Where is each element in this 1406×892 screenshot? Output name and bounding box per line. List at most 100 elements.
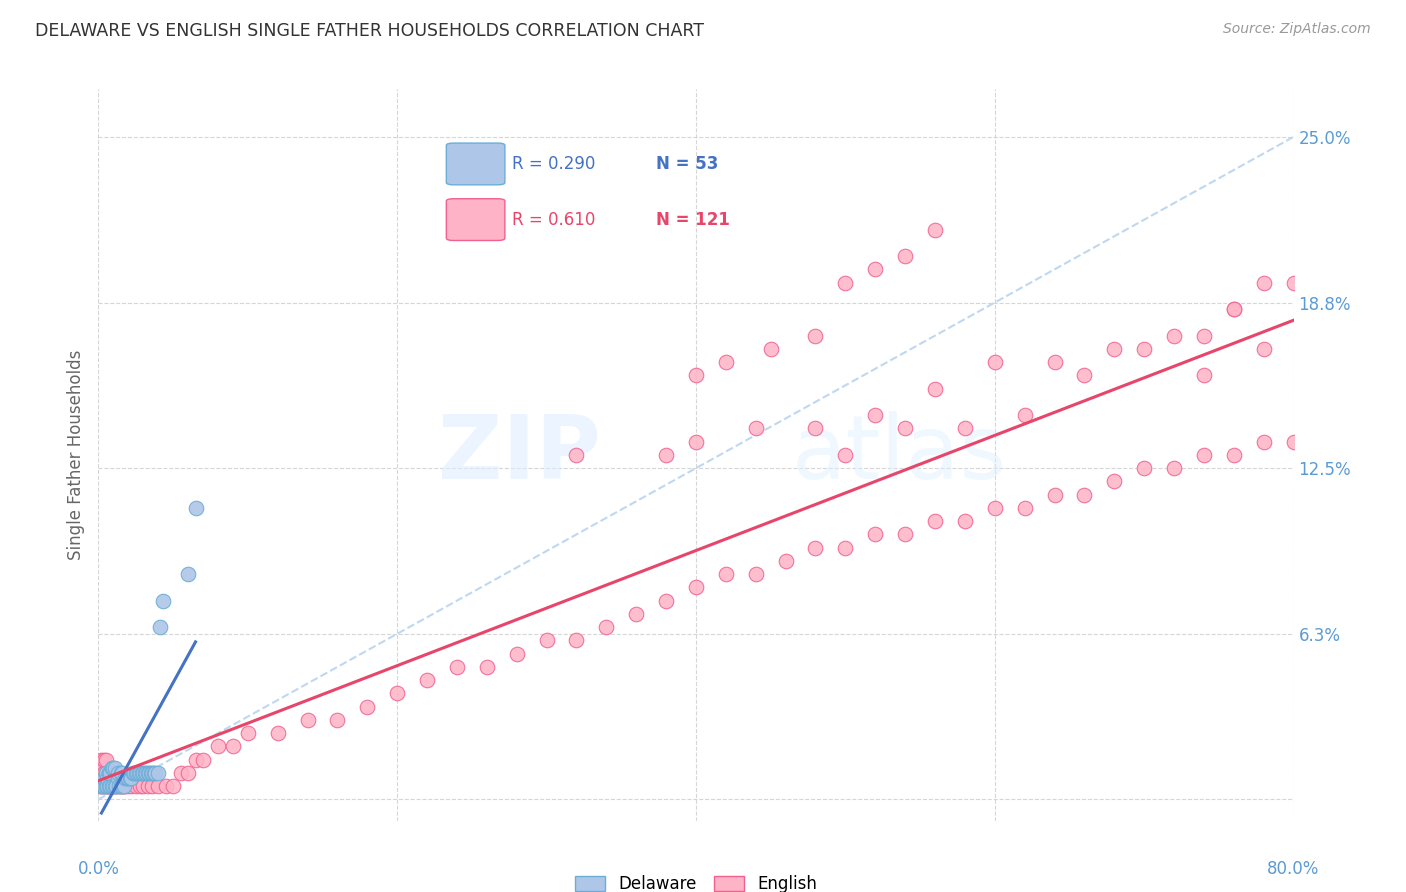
Point [1163, 461, 1185, 475]
Point [124, 766, 146, 780]
Point [1223, 448, 1246, 462]
Point [90, 753, 112, 767]
Point [127, 766, 149, 780]
Point [1073, 488, 1095, 502]
Point [152, 593, 174, 607]
Point [834, 276, 856, 290]
Text: 0.0%: 0.0% [77, 861, 120, 879]
Point [177, 766, 200, 780]
Point [101, 779, 124, 793]
Point [565, 448, 588, 462]
Point [953, 514, 976, 528]
Point [685, 434, 707, 449]
Point [685, 368, 707, 383]
Point [91, 771, 114, 785]
Text: ZIP: ZIP [437, 411, 600, 499]
Point [129, 766, 152, 780]
Text: Source: ZipAtlas.com: Source: ZipAtlas.com [1223, 22, 1371, 37]
Point [139, 766, 162, 780]
Point [1312, 156, 1334, 170]
Point [129, 779, 152, 793]
Point [155, 779, 177, 793]
Point [121, 766, 143, 780]
Point [89, 779, 111, 793]
Point [94, 766, 117, 780]
Text: DELAWARE VS ENGLISH SINGLE FATHER HOUSEHOLDS CORRELATION CHART: DELAWARE VS ENGLISH SINGLE FATHER HOUSEH… [35, 22, 704, 40]
Point [1163, 328, 1185, 343]
Point [93, 779, 115, 793]
Point [90, 766, 112, 780]
Point [132, 766, 155, 780]
Point [775, 554, 797, 568]
Point [103, 761, 125, 775]
Point [93, 771, 115, 785]
Point [595, 620, 617, 634]
Point [100, 766, 122, 780]
Point [207, 739, 229, 754]
Point [416, 673, 439, 688]
Point [804, 328, 827, 343]
Point [536, 633, 558, 648]
Point [865, 527, 887, 541]
Point [97, 766, 120, 780]
Point [865, 408, 887, 422]
Point [924, 222, 946, 236]
Point [1357, 686, 1379, 700]
Point [924, 382, 946, 396]
Point [1253, 276, 1275, 290]
Point [108, 779, 131, 793]
Point [759, 342, 782, 356]
Point [110, 766, 132, 780]
Point [97, 766, 120, 780]
Point [132, 779, 155, 793]
Point [326, 713, 349, 727]
Point [114, 779, 136, 793]
Point [1043, 488, 1066, 502]
Point [138, 766, 160, 780]
Point [184, 753, 207, 767]
Point [446, 660, 468, 674]
Point [297, 713, 319, 727]
Point [834, 448, 856, 462]
Point [191, 753, 214, 767]
Point [565, 633, 588, 648]
Point [128, 766, 150, 780]
Point [745, 421, 768, 435]
Point [894, 421, 917, 435]
Point [984, 355, 1007, 369]
Point [356, 699, 378, 714]
Point [1223, 302, 1246, 317]
Point [184, 500, 207, 515]
Point [131, 766, 153, 780]
Point [93, 779, 115, 793]
Point [141, 766, 163, 780]
Legend: Delaware, English: Delaware, English [568, 869, 824, 892]
Point [222, 739, 245, 754]
Point [100, 766, 122, 780]
Point [94, 753, 117, 767]
Y-axis label: Single Father Households: Single Father Households [66, 350, 84, 560]
Point [655, 593, 678, 607]
Point [1192, 368, 1215, 383]
Point [94, 779, 117, 793]
Point [110, 779, 132, 793]
Point [385, 686, 409, 700]
Point [111, 766, 134, 780]
Text: 80.0%: 80.0% [1267, 861, 1320, 879]
Point [105, 779, 128, 793]
Point [148, 779, 170, 793]
Point [112, 779, 135, 793]
Point [1253, 434, 1275, 449]
Point [108, 779, 131, 793]
Point [626, 607, 648, 621]
Point [101, 761, 124, 775]
Point [655, 448, 678, 462]
Point [120, 771, 142, 785]
Point [894, 527, 917, 541]
Point [169, 766, 191, 780]
Point [475, 660, 498, 674]
Point [94, 779, 117, 793]
Point [96, 771, 118, 785]
Point [1133, 461, 1156, 475]
Point [115, 771, 138, 785]
